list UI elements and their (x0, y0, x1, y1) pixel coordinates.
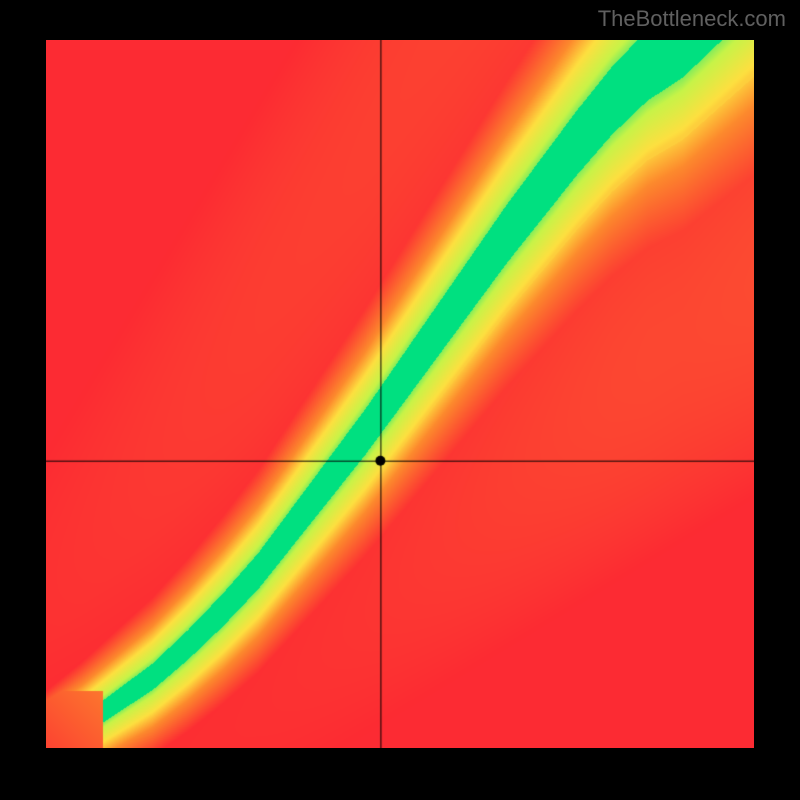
heatmap-canvas (46, 40, 754, 748)
watermark-text: TheBottleneck.com (598, 6, 786, 32)
chart-container: TheBottleneck.com (0, 0, 800, 800)
heatmap-plot (46, 40, 754, 747)
